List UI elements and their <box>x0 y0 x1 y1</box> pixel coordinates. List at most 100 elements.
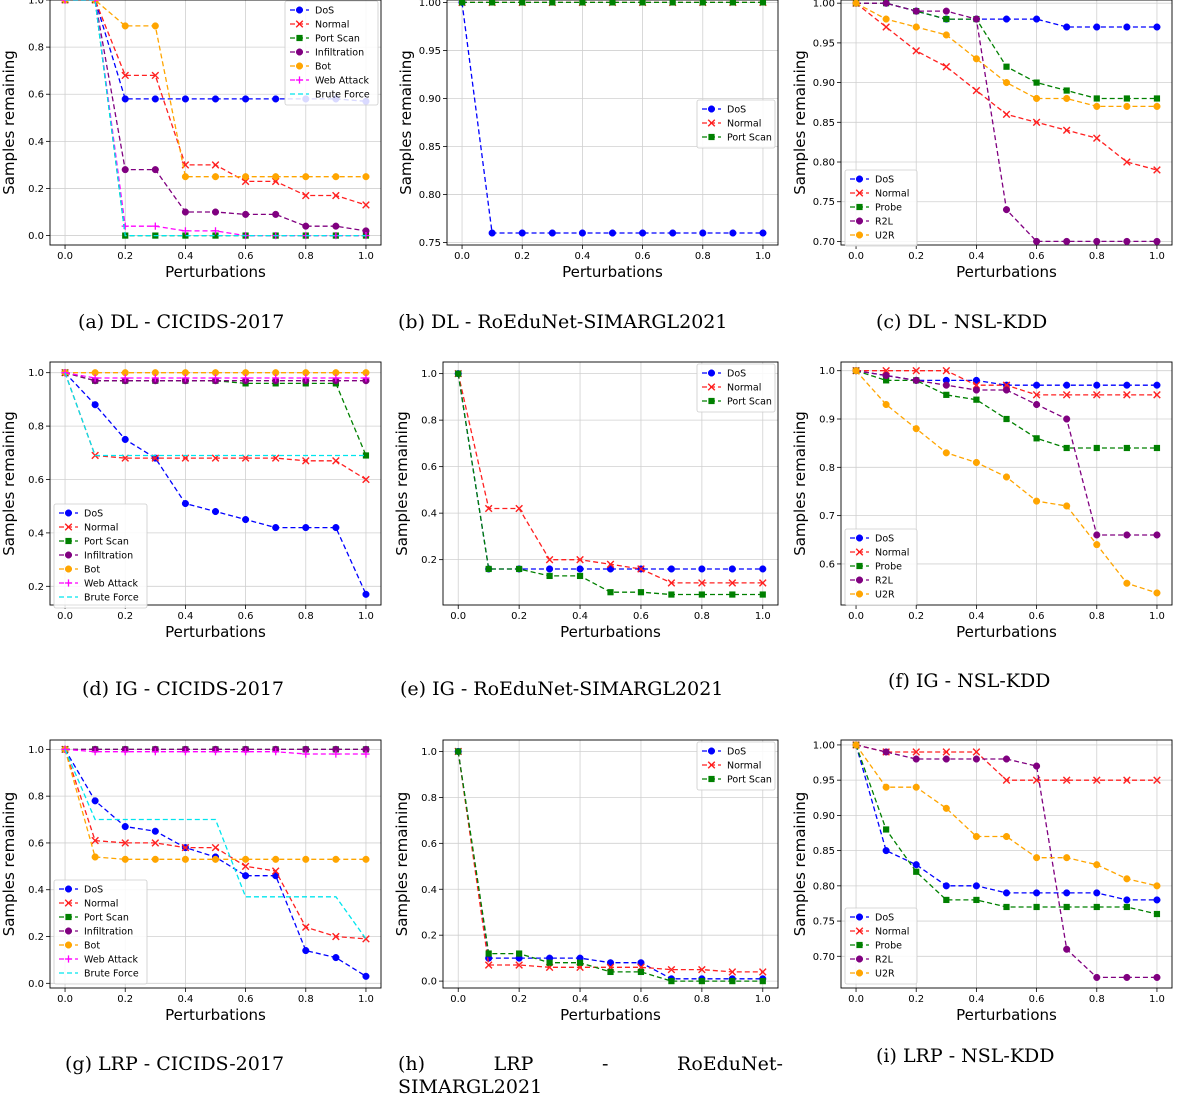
y-tick-label: 0.95 <box>813 776 835 787</box>
data-point <box>91 401 99 409</box>
data-point <box>1153 381 1161 389</box>
data-point <box>576 959 584 966</box>
legend-marker <box>708 397 715 405</box>
data-point <box>121 435 129 443</box>
x-tick-label: 0.2 <box>511 611 527 622</box>
data-point <box>1093 541 1101 549</box>
data-point <box>1032 118 1041 127</box>
data-point <box>362 972 370 980</box>
legend-marker <box>64 927 73 935</box>
data-point <box>667 565 675 573</box>
legend-item: DoS <box>59 885 103 896</box>
data-point <box>489 0 496 6</box>
legend-label: Web Attack <box>84 579 139 590</box>
data-point <box>972 376 980 384</box>
data-point <box>91 836 99 845</box>
legend-marker <box>707 747 716 755</box>
legend-item: Web Attack <box>290 76 370 87</box>
data-point <box>181 208 189 216</box>
data-point <box>301 923 310 931</box>
caption-c: (c) DL - NSL-KDD <box>876 311 1048 333</box>
data-point <box>91 748 99 756</box>
data-point <box>302 222 310 230</box>
x-tick-label: 0.4 <box>574 251 590 262</box>
legend-marker <box>65 537 72 545</box>
y-tick-label: 0.75 <box>813 197 835 208</box>
x-axis-label: Perturbations <box>165 623 266 641</box>
legend-label: U2R <box>875 231 895 242</box>
y-tick-label: 0.4 <box>28 885 44 896</box>
data-point <box>362 855 370 863</box>
legend-marker <box>855 955 864 963</box>
axes-frame <box>446 0 779 246</box>
data-point <box>484 961 493 969</box>
data-point <box>1002 755 1011 763</box>
data-point <box>485 950 492 957</box>
y-tick-label: 0.8 <box>819 463 835 474</box>
data-point <box>972 832 980 841</box>
legend-item: Bot <box>59 565 100 576</box>
legend-label: Port Scan <box>84 537 129 548</box>
series-line <box>64 372 366 379</box>
y-tick-label: 0.9 <box>819 415 835 426</box>
data-point <box>912 755 920 763</box>
data-point <box>272 748 280 756</box>
legend-label: Bot <box>84 941 100 952</box>
legend-label: Normal <box>315 20 349 31</box>
data-point <box>242 95 250 103</box>
data-point <box>181 173 189 181</box>
legend-label: R2L <box>875 217 894 228</box>
legend-marker <box>707 761 716 769</box>
data-point <box>121 22 129 30</box>
chart-f: 0.0 0.2 0.4 0.6 0.8 1.0 0.6 0.7 0.8 0.9 1.0 Perturb… <box>791 361 1173 641</box>
y-tick-label: 1.0 <box>28 368 44 379</box>
data-point <box>1033 79 1040 86</box>
data-point <box>211 507 220 516</box>
data-point <box>942 755 950 763</box>
data-point <box>942 366 951 375</box>
x-tick-label: 0.6 <box>635 251 651 262</box>
x-axis-label: Perturbations <box>560 623 661 641</box>
data-point <box>667 965 676 974</box>
data-point <box>516 565 523 573</box>
data-point <box>668 978 675 985</box>
data-point <box>211 748 220 756</box>
caption-e: (e) IG - RoEduNet-SIMARGL2021 <box>400 678 724 700</box>
data-point <box>1002 79 1011 87</box>
series-brute-force <box>65 0 366 237</box>
x-tick-label: 0.8 <box>1089 611 1105 622</box>
legend-label: Normal <box>84 523 118 534</box>
x-tick-label: 0.2 <box>117 994 133 1005</box>
y-axis-label: Samples remaining <box>397 50 415 195</box>
x-tick-label: 0.0 <box>848 611 864 622</box>
data-point <box>151 95 159 103</box>
data-point <box>667 579 676 587</box>
x-axis-label: Perturbations <box>956 1006 1057 1024</box>
legend-marker <box>64 523 73 531</box>
legend-item: U2R <box>850 969 895 980</box>
x-axis-label: Perturbations <box>956 623 1057 641</box>
legend: DoS Normal Port Scan Infiltration Bot Web Att… <box>284 0 379 106</box>
data-point <box>1093 102 1101 110</box>
legend-marker <box>856 562 863 570</box>
legend-marker <box>707 105 716 113</box>
data-point <box>637 968 645 976</box>
x-tick-label: 0.0 <box>57 994 73 1005</box>
x-tick-label: 1.0 <box>755 611 771 622</box>
legend-box <box>844 907 918 985</box>
legend-label: DoS <box>727 369 746 380</box>
data-point <box>332 750 340 758</box>
legend-item: Normal <box>702 383 761 394</box>
x-tick-label: 1.0 <box>1149 611 1165 622</box>
y-axis-label: Samples remaining <box>791 792 809 937</box>
series-dos <box>458 0 767 237</box>
series-bot <box>61 369 370 377</box>
data-point <box>606 959 615 967</box>
legend-marker <box>707 119 716 127</box>
legend: DoS Normal Probe R2L U2R <box>844 907 918 985</box>
chart-c: 0.0 0.2 0.4 0.6 0.8 1.0 0.70 0.75 0.80 0.85 0.90 0.… <box>791 0 1173 281</box>
data-point <box>362 590 370 598</box>
data-point <box>151 839 160 847</box>
data-point <box>458 0 466 6</box>
data-point <box>1033 497 1041 505</box>
